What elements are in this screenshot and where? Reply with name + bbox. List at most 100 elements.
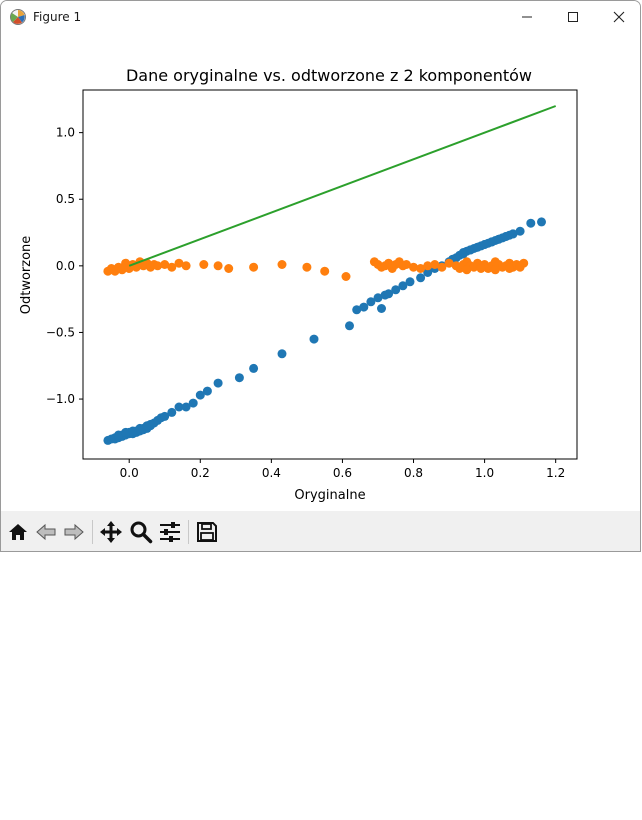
toolbar-separator (92, 520, 93, 544)
scatter-point (515, 226, 525, 236)
y-tick-label: 0.0 (56, 259, 75, 273)
scatter-point (473, 242, 482, 252)
scatter-point (352, 305, 362, 315)
scatter-point (114, 430, 123, 440)
scatter-point (199, 260, 209, 269)
scatter-point (341, 272, 351, 281)
back-arrow-icon (36, 523, 56, 541)
floppy-disk-icon (197, 522, 217, 542)
home-button[interactable] (5, 519, 31, 545)
scatter-point (384, 289, 394, 299)
x-axis-ticks: 0.0 0.2 0.4 0.6 0.8 1.0 1.2 (120, 459, 565, 480)
scatter-point (537, 217, 546, 227)
x-tick-label: 0.8 (404, 466, 423, 480)
scatter-point (277, 349, 287, 359)
scatter-point (377, 304, 386, 313)
scatter-point (309, 334, 319, 344)
scatter-point (398, 281, 408, 291)
scatter-point (437, 262, 447, 272)
x-tick-label: 1.2 (546, 466, 565, 480)
forward-arrow-icon (64, 523, 84, 541)
y-axis-ticks: −1.0 −0.5 0.0 0.5 1.0 (46, 126, 83, 406)
y-axis-label: Odtworzone (19, 236, 34, 315)
scatter-point (501, 232, 511, 241)
close-button[interactable] (596, 1, 640, 32)
pan-button[interactable] (98, 519, 124, 545)
figure-window: Figure 1 Dane oryginalne vs. odtworzone … (0, 0, 641, 552)
x-tick-label: 0.4 (262, 466, 281, 480)
scatter-point (167, 407, 177, 417)
scatter-point (373, 293, 383, 303)
scatter-point (444, 258, 454, 268)
zoom-button[interactable] (128, 519, 154, 545)
series-blue-points (103, 217, 546, 445)
scatter-point (188, 398, 198, 408)
scatter-point (249, 363, 259, 373)
scatter-point (526, 218, 536, 228)
scatter-point (423, 268, 433, 277)
home-icon (9, 524, 27, 540)
scatter-point (277, 260, 287, 269)
minimize-button[interactable] (504, 1, 550, 32)
x-tick-label: 0.2 (191, 466, 210, 480)
axes-frame (82, 89, 578, 460)
scatter-point (181, 261, 191, 271)
series-green-line (128, 105, 557, 267)
scatter-point (480, 240, 490, 249)
figure-canvas[interactable]: Dane oryginalne vs. odtworzone z 2 kompo… (1, 32, 640, 511)
title-bar[interactable]: Figure 1 (1, 1, 640, 32)
sliders-icon (160, 522, 180, 542)
scatter-point (160, 411, 170, 421)
scatter-point (401, 260, 411, 269)
scatter-point (515, 262, 525, 272)
maximize-icon (568, 11, 578, 22)
x-tick-label: 1.0 (475, 466, 494, 480)
scatter-point (224, 264, 234, 273)
scatter-point (320, 266, 330, 276)
matplotlib-app-icon (10, 8, 26, 25)
x-tick-label: 0.0 (120, 466, 139, 480)
x-tick-label: 0.6 (333, 466, 352, 480)
scatter-point (174, 402, 184, 412)
scatter-point (121, 427, 131, 437)
scatter-point (174, 258, 184, 268)
scatter-point (494, 234, 504, 244)
scatter-point (345, 321, 354, 331)
scatter-point (359, 302, 369, 312)
zoom-magnifier-icon (130, 521, 153, 544)
scatter-point (416, 273, 426, 283)
configure-subplots-button[interactable] (157, 519, 183, 545)
scatter-point (505, 264, 514, 273)
x-axis-label: Oryginalne (294, 488, 365, 503)
scatter-point (249, 262, 259, 272)
back-button[interactable] (33, 519, 59, 545)
scatter-point (430, 260, 440, 269)
y-tick-label: 1.0 (56, 126, 75, 140)
scatter-point (181, 402, 191, 412)
y-tick-label: −0.5 (46, 325, 75, 339)
scatter-point (416, 264, 426, 273)
scatter-point (366, 297, 376, 307)
navigation-toolbar (1, 511, 640, 551)
scatter-point (508, 229, 518, 239)
scatter-point (213, 261, 223, 271)
chart-title: Dane oryginalne vs. odtworzone z 2 kompo… (126, 66, 532, 85)
scatter-point (476, 264, 486, 273)
pan-move-icon (100, 521, 122, 543)
series-orange-points (103, 257, 529, 281)
maximize-button[interactable] (550, 1, 596, 32)
forward-button[interactable] (61, 519, 87, 545)
scatter-point (142, 421, 152, 431)
save-button[interactable] (194, 519, 220, 545)
scatter-point (202, 386, 212, 396)
close-icon (613, 11, 625, 22)
minimize-icon (522, 16, 532, 17)
scatter-point (490, 265, 500, 275)
scatter-point (234, 373, 244, 383)
toolbar-separator (188, 520, 189, 544)
scatter-point (117, 265, 127, 275)
scatter-point (302, 262, 312, 272)
y-tick-label: 0.5 (56, 192, 75, 206)
scatter-point (167, 262, 177, 272)
scatter-point (128, 426, 138, 436)
